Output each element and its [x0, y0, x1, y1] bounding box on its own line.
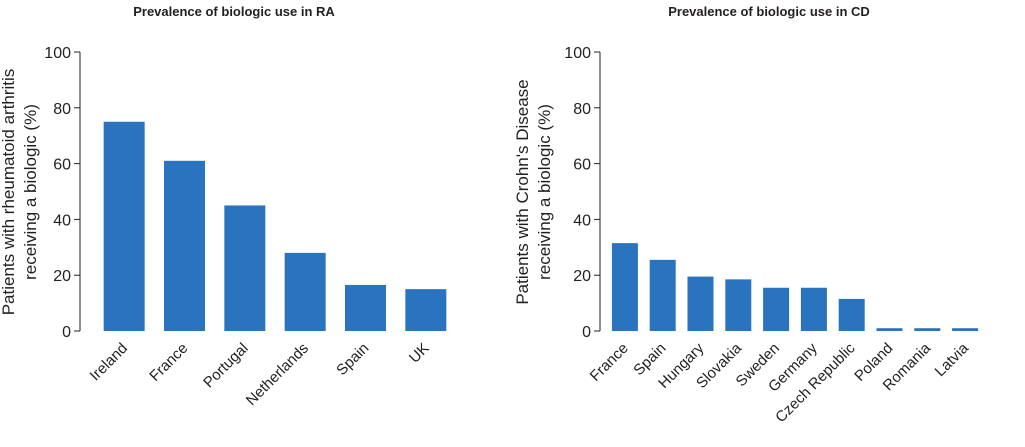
ra-category-label: France — [146, 340, 191, 385]
cd-bar-chart: Prevalence of biologic use in CD Patients… — [513, 4, 979, 426]
ra-category-label: Spain — [333, 340, 372, 379]
ra-y-tick-label: 80 — [53, 101, 71, 118]
ra-bar — [224, 205, 266, 331]
ra-category-label: Netherlands — [243, 340, 312, 409]
ra-category-label: UK — [406, 340, 433, 367]
ra-y-tick-label: 100 — [44, 45, 71, 62]
cd-y-tick-label: 40 — [573, 212, 591, 229]
cd-bar — [611, 243, 638, 331]
ra-y-tick-label: 60 — [53, 157, 71, 174]
cd-category-label: France — [587, 340, 632, 385]
ra-category-label: Portugal — [200, 340, 252, 392]
cd-bar — [914, 328, 941, 331]
cd-bar — [876, 328, 903, 331]
ra-chart-title: Prevalence of biologic use in RA — [133, 4, 335, 19]
ra-bar — [284, 252, 326, 331]
cd-y-tick-label: 80 — [573, 101, 591, 118]
ra-category-label: Ireland — [87, 340, 131, 384]
cd-bar — [725, 279, 752, 331]
cd-y-axis-title-line-2: receiving a biologic (%) — [535, 104, 554, 280]
cd-category-label: Latvia — [932, 339, 973, 380]
ra-y-tick-label: 0 — [62, 324, 71, 341]
ra-bar — [103, 121, 145, 331]
ra-y-axis-title-line-2: receiving a biologic (%) — [21, 104, 40, 280]
cd-y-tick-label: 60 — [573, 157, 591, 174]
cd-bar — [687, 276, 714, 331]
ra-y-tick-label: 40 — [53, 212, 71, 229]
cd-bar — [838, 298, 865, 331]
cd-bar — [763, 287, 790, 331]
cd-y-tick-label: 100 — [564, 45, 591, 62]
ra-bar — [164, 160, 205, 331]
cd-bar — [800, 287, 827, 331]
ra-bar-chart: Prevalence of biologic use in RA Patients… — [0, 4, 447, 409]
cd-y-tick-label: 0 — [582, 324, 591, 341]
ra-y-tick-label: 20 — [53, 268, 71, 285]
cd-y-axis-title-line-1: Patients with Crohn's Disease — [513, 79, 532, 304]
ra-bar — [405, 289, 447, 331]
cd-y-tick-label: 20 — [573, 268, 591, 285]
ra-bar — [345, 284, 386, 331]
ra-y-axis-title-line-1: Patients with rheumatoid arthritis — [0, 69, 18, 316]
cd-bar — [649, 259, 676, 331]
cd-chart-title: Prevalence of biologic use in CD — [668, 4, 870, 19]
cd-bar — [952, 328, 979, 331]
